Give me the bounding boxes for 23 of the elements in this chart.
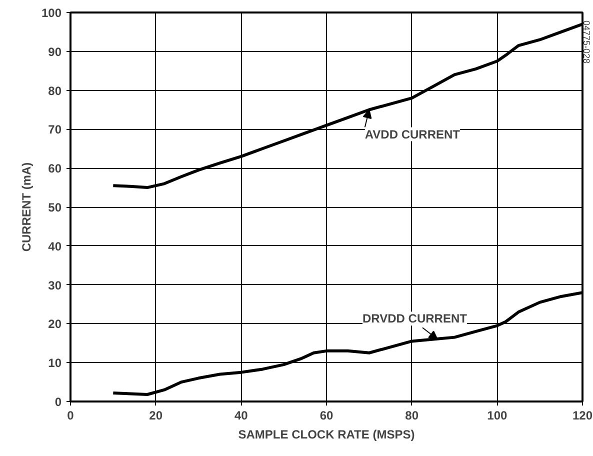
annotation: DRVDD CURRENT bbox=[362, 312, 468, 326]
annotation: AVDD CURRENT bbox=[364, 127, 461, 142]
y-tick-label: 30 bbox=[48, 278, 62, 292]
y-tick-label: 100 bbox=[41, 6, 62, 20]
y-tick-label: 60 bbox=[48, 162, 62, 176]
x-tick-label: 80 bbox=[405, 408, 419, 422]
y-tick-label: 70 bbox=[48, 122, 62, 137]
x-tick-label: 100 bbox=[487, 408, 508, 422]
y-tick-label: 20 bbox=[48, 317, 62, 332]
y-tick-label: 40 bbox=[48, 239, 62, 254]
x-tick-label: 40 bbox=[234, 408, 248, 422]
y-tick-label: 80 bbox=[48, 84, 62, 98]
y-tick-label: 10 bbox=[48, 356, 62, 370]
y-tick-label: 0 bbox=[54, 395, 62, 409]
x-axis-title: SAMPLE CLOCK RATE (MSPS) bbox=[238, 428, 415, 442]
y-axis-title: CURRENT (mA) bbox=[19, 162, 34, 252]
x-tick-label: 120 bbox=[572, 408, 593, 422]
y-tick-label: 50 bbox=[48, 200, 62, 214]
x-tick-label: 60 bbox=[320, 408, 334, 422]
annotation: 04775-028 bbox=[582, 20, 592, 64]
x-tick-label: 20 bbox=[149, 408, 163, 422]
y-tick-label: 90 bbox=[48, 44, 62, 59]
x-tick-label: 0 bbox=[67, 408, 74, 422]
